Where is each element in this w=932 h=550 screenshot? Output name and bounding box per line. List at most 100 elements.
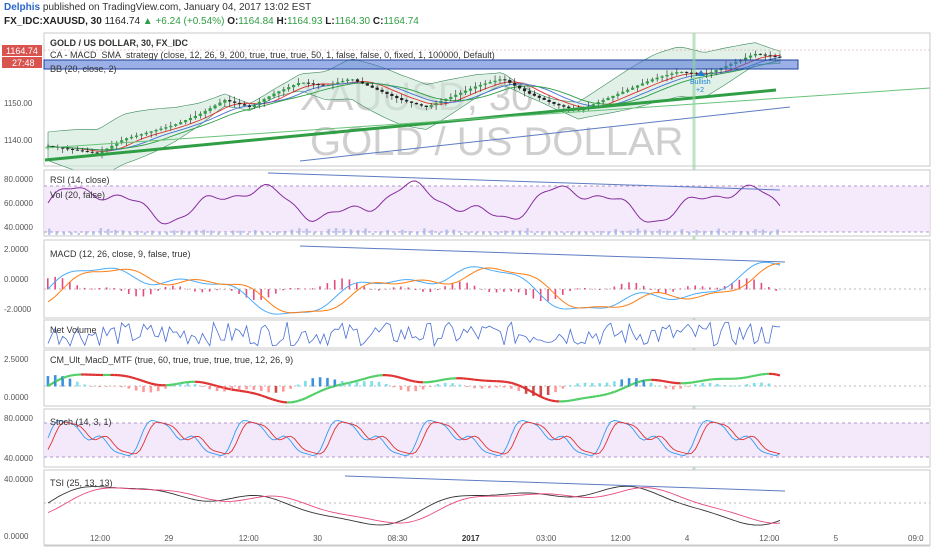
candle-body (606, 97, 610, 101)
cm-macd-segment (257, 393, 262, 397)
macd-histogram-bar (370, 289, 373, 290)
candle-body (424, 105, 428, 108)
macd-histogram-bar (709, 287, 711, 290)
cm-histogram-bar (708, 382, 712, 387)
macd-histogram-bar (598, 289, 601, 291)
cm-histogram-bar (671, 386, 675, 390)
macd-histogram-bar (47, 278, 49, 290)
macd-histogram-bar (532, 289, 535, 299)
cm-macd-segment (408, 378, 413, 382)
macd-histogram-bar (179, 286, 182, 290)
cm-histogram-bar (451, 383, 454, 387)
cm-macd-segment (334, 384, 339, 388)
volume-bar (496, 231, 500, 235)
volume-bar (562, 232, 566, 235)
macd-histogram-bar (679, 288, 682, 290)
macd-histogram-bar (91, 288, 93, 290)
author-link[interactable]: Delphis (4, 2, 41, 13)
candle-body (188, 118, 193, 121)
candle-body (292, 85, 296, 88)
cm-macd-segment (592, 395, 597, 398)
cm-macd-segment (312, 391, 318, 396)
cm-macd-segment (176, 382, 181, 385)
candle-body (409, 101, 414, 103)
volume-bar (423, 228, 426, 235)
volume-bar (231, 230, 235, 235)
candle-body (365, 83, 369, 86)
candle-body (100, 151, 104, 154)
volume-bar (401, 229, 404, 235)
candle-body (120, 140, 124, 144)
volume-bar (754, 229, 757, 235)
cm-macd-segment (389, 374, 394, 378)
cm-histogram-bar (407, 386, 410, 392)
cm-histogram-bar (68, 378, 72, 387)
cm-macd-segment (327, 386, 332, 390)
macd-histogram-bar (392, 287, 395, 290)
macd-histogram-bar (473, 285, 476, 290)
candle-body (680, 71, 684, 73)
cm-macd-segment (588, 395, 593, 399)
candle-body (527, 91, 532, 94)
candle-body (139, 134, 143, 136)
candle-body (159, 128, 163, 130)
macd-histogram-bar (400, 286, 402, 290)
candle-body (316, 84, 320, 86)
time-label-8: 4 (685, 534, 690, 543)
volume-bar (364, 228, 367, 235)
macd-pane-ytick-0: 2.0000 (4, 245, 29, 254)
volume-bar (128, 232, 132, 235)
volume-bar (187, 231, 191, 235)
net-volume-pane[interactable]: Net Volume (43, 319, 931, 349)
cm-macd-segment (411, 379, 417, 383)
cm-histogram-bar (120, 386, 123, 388)
cm-macd-segment (224, 386, 229, 390)
support-trendline (44, 88, 777, 162)
cm-macd-segment (544, 397, 549, 401)
cm-macd-segment (533, 391, 538, 396)
stoch-pane-ytick-1: 40.0000 (4, 454, 33, 463)
time-axis[interactable]: 12:00 29 12:00 30 08:30 2017 03:00 12:00 4 12:00 5… (44, 534, 930, 547)
candle-body (198, 113, 202, 116)
volume-bar (489, 232, 492, 235)
macd-histogram-bar (767, 287, 770, 290)
time-label-9: 12:00 (759, 534, 780, 543)
macd-histogram-bar (348, 279, 351, 290)
cm-macd-segment (272, 398, 277, 402)
candle-body (125, 138, 129, 141)
cm-macd-segment (209, 382, 214, 387)
macd-histogram-bar (701, 286, 704, 290)
volume-bar (106, 228, 110, 235)
rsi-pane[interactable]: RSI (14, close) Vol (20, false) 80.0000 60.… (4, 169, 931, 237)
tsi-pane[interactable]: TSI (25, 13, 13) 40.0000 0.0000 (4, 469, 931, 546)
macd-histogram-bar (120, 289, 123, 291)
rsi-line (47, 180, 781, 225)
candle-body (129, 136, 134, 139)
cm-macd-segment (150, 382, 155, 386)
candle-body (483, 83, 487, 85)
cm-histogram-bar (164, 386, 167, 389)
candle-body (321, 84, 325, 86)
volume-bar (276, 231, 279, 235)
volume-bar (48, 228, 51, 235)
cm-macd-segment (695, 380, 700, 384)
volume-bar (239, 230, 242, 235)
candle-body (218, 102, 222, 106)
volume-bar (540, 231, 544, 235)
cm-macd-segment (628, 382, 634, 387)
stoch-pane[interactable]: Stoch (14, 3, 1) 80.0000 40.0000 (4, 408, 931, 468)
volume-bar (710, 230, 713, 235)
cm-macd-pane[interactable]: CM_Ult_MacD_MTF (true, 60, true, true, t… (4, 349, 931, 407)
macd-histogram-bar (738, 279, 741, 290)
symbol-label[interactable]: FX_IDC:XAUUSD, 30 (4, 16, 102, 27)
volume-bar (621, 230, 625, 235)
cm-macd-segment (525, 387, 531, 392)
cm-histogram-bar (98, 386, 101, 388)
volume-bar (158, 231, 161, 235)
macd-pane[interactable]: MACD (12, 26, close, 9, false, true) 2.00… (4, 239, 931, 319)
tsi-signal-line (47, 487, 781, 524)
candle-body (341, 80, 345, 83)
cm-histogram-bar (605, 382, 609, 387)
macd-histogram-bar (422, 289, 424, 292)
